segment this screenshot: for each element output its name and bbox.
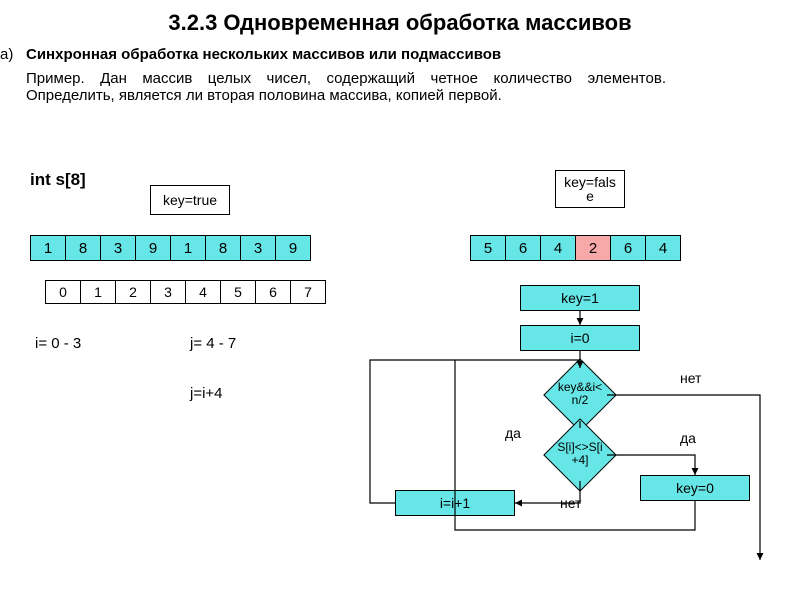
section-title: 3.2.3 Одновременная обработка массивов	[0, 10, 800, 36]
array-cell: 1	[80, 280, 116, 304]
flow-key0: key=0	[640, 475, 750, 501]
array-cell: 7	[290, 280, 326, 304]
flow-iinc: i=i+1	[395, 490, 515, 516]
array-cell: 4	[185, 280, 221, 304]
index-row: 01234567	[45, 280, 326, 304]
array-cell: 9	[135, 235, 171, 261]
array-cell: 4	[540, 235, 576, 261]
example-paragraph: Пример. Дан массив целых чисел, содержащ…	[26, 70, 666, 104]
label-j-range: j= 4 - 7	[190, 335, 236, 352]
array-cell: 8	[205, 235, 241, 261]
array-cell: 6	[255, 280, 291, 304]
array-cell: 3	[240, 235, 276, 261]
flow-cond2-label: S[i]<>S[i +4]	[535, 441, 625, 467]
array-cell: 3	[100, 235, 136, 261]
array-1: 18391839	[30, 235, 311, 261]
box-key-true: key=true	[150, 185, 230, 215]
array-cell: 0	[45, 280, 81, 304]
edge-yes-1: да	[505, 425, 521, 441]
label-j-eq: j=i+4	[190, 385, 223, 402]
flow-cond1-label: key&&i< n/2	[535, 381, 625, 407]
array-declaration: int s[8]	[30, 170, 86, 190]
list-marker: a)	[0, 46, 13, 63]
array-cell: 1	[30, 235, 66, 261]
flow-i0: i=0	[520, 325, 640, 351]
box-key-false: key=fals e	[555, 170, 625, 208]
array-cell: 6	[610, 235, 646, 261]
array-cell: 9	[275, 235, 311, 261]
array-cell: 4	[645, 235, 681, 261]
array-cell: 2	[115, 280, 151, 304]
array-cell: 2	[575, 235, 611, 261]
array-cell: 5	[220, 280, 256, 304]
array-2: 564264	[470, 235, 681, 261]
flow-key1: key=1	[520, 285, 640, 311]
array-cell: 8	[65, 235, 101, 261]
array-cell: 3	[150, 280, 186, 304]
edge-no-2: нет	[560, 495, 581, 511]
array-cell: 1	[170, 235, 206, 261]
edge-no-1: нет	[680, 370, 701, 386]
label-i-range: i= 0 - 3	[35, 335, 81, 352]
array-cell: 6	[505, 235, 541, 261]
subsection-subtitle: Синхронная обработка нескольких массивов…	[26, 46, 501, 63]
edge-yes-2: да	[680, 430, 696, 446]
array-cell: 5	[470, 235, 506, 261]
